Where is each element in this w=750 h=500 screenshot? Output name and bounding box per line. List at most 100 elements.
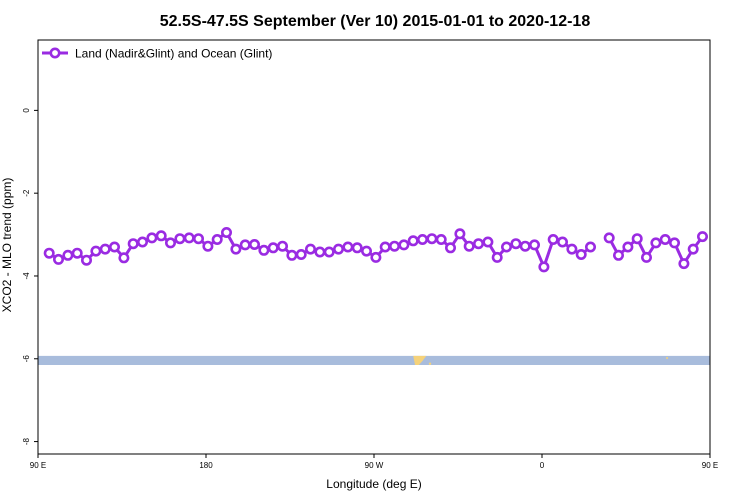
series-points (43, 227, 750, 273)
data-point (314, 246, 326, 258)
data-point (519, 240, 531, 252)
data-point (717, 249, 725, 257)
data-point (221, 227, 233, 239)
data-point (43, 247, 55, 259)
data-point (426, 233, 438, 245)
data-point (407, 235, 419, 247)
data-point (267, 242, 279, 254)
land-patch-south-america (413, 355, 427, 365)
data-point (454, 228, 466, 240)
data-point (99, 243, 111, 255)
data-point (547, 234, 559, 246)
data-point (342, 241, 354, 253)
data-point (109, 241, 121, 253)
x-tick-label: 90 E (30, 461, 46, 470)
data-point (622, 241, 634, 253)
data-point (510, 238, 522, 250)
data-point (230, 243, 242, 255)
data-point (62, 249, 74, 261)
data-point (388, 240, 400, 252)
data-point (90, 245, 102, 257)
y-axis-label: XCO2 - MLO trend (ppm) (0, 178, 14, 313)
data-point (435, 234, 447, 246)
series-line-segment (721, 236, 750, 260)
land-patch-island (428, 362, 432, 365)
data-point (696, 231, 708, 243)
plot-frame (37, 39, 711, 455)
data-point (463, 240, 475, 252)
x-axis-label: Longitude (deg E) (326, 477, 421, 491)
data-point (332, 243, 344, 255)
data-point (323, 246, 335, 258)
data-point (202, 240, 214, 252)
data-point (687, 243, 699, 255)
data-point (118, 252, 130, 264)
data-point (416, 234, 428, 246)
data-point (678, 258, 690, 270)
data-point (379, 241, 391, 253)
y-tick-label: -8 (22, 437, 31, 445)
data-point (650, 237, 662, 249)
data-point (745, 249, 750, 257)
data-point (370, 251, 382, 263)
data-point (444, 242, 456, 254)
data-point (52, 253, 64, 265)
chart-title: 52.5S-47.5S September (Ver 10) 2015-01-0… (160, 13, 591, 30)
data-point (155, 230, 167, 242)
data-point (360, 245, 372, 257)
y-axis: 0 -2 -4 -6 -8 (22, 108, 38, 445)
x-tick-label: 90 E (702, 461, 718, 470)
data-point (612, 249, 624, 261)
data-point (81, 254, 93, 266)
data-point (566, 243, 578, 255)
data-point (258, 244, 270, 256)
data-point (304, 243, 316, 255)
y-tick-label: -2 (22, 189, 31, 197)
x-tick-label: 0 (540, 461, 545, 470)
data-point (398, 239, 410, 251)
data-point (249, 239, 261, 251)
data-point (659, 234, 671, 246)
data-point (603, 232, 615, 244)
data-point (556, 236, 568, 248)
data-point (668, 237, 680, 249)
data-point (71, 247, 83, 259)
x-axis: 90 E 180 90 W 0 90 E (30, 454, 718, 470)
legend: Land (Nadir&Glint) and Ocean (Glint) (42, 47, 272, 61)
land-patch-island (666, 356, 669, 359)
data-point (640, 251, 652, 263)
data-point (286, 249, 298, 261)
data-point (575, 249, 587, 261)
data-point (211, 234, 223, 246)
data-point (528, 239, 540, 251)
data-point (127, 238, 139, 250)
data-point (482, 236, 494, 248)
data-point (165, 237, 177, 249)
ocean-band (38, 355, 710, 365)
data-point (631, 233, 643, 245)
ocean-land-band (38, 355, 710, 365)
data-point (500, 241, 512, 253)
data-point (183, 232, 195, 244)
data-point (137, 236, 149, 248)
data-point (726, 255, 734, 263)
data-point (276, 240, 288, 252)
legend-marker (49, 47, 61, 59)
y-tick-label: -4 (22, 272, 31, 280)
data-point (239, 239, 251, 251)
data-point (736, 252, 744, 260)
data-point (174, 233, 186, 245)
y-tick-label: -6 (22, 355, 31, 363)
data-point (295, 249, 307, 261)
data-point (538, 261, 550, 273)
x-tick-label: 180 (199, 461, 213, 470)
data-point (351, 242, 363, 254)
x-tick-label: 90 W (365, 461, 384, 470)
legend-entry-label: Land (Nadir&Glint) and Ocean (Glint) (75, 47, 272, 61)
data-point (193, 233, 205, 245)
data-point (491, 251, 503, 263)
y-tick-label: 0 (22, 108, 31, 113)
data-point (146, 232, 158, 244)
data-point (472, 238, 484, 250)
